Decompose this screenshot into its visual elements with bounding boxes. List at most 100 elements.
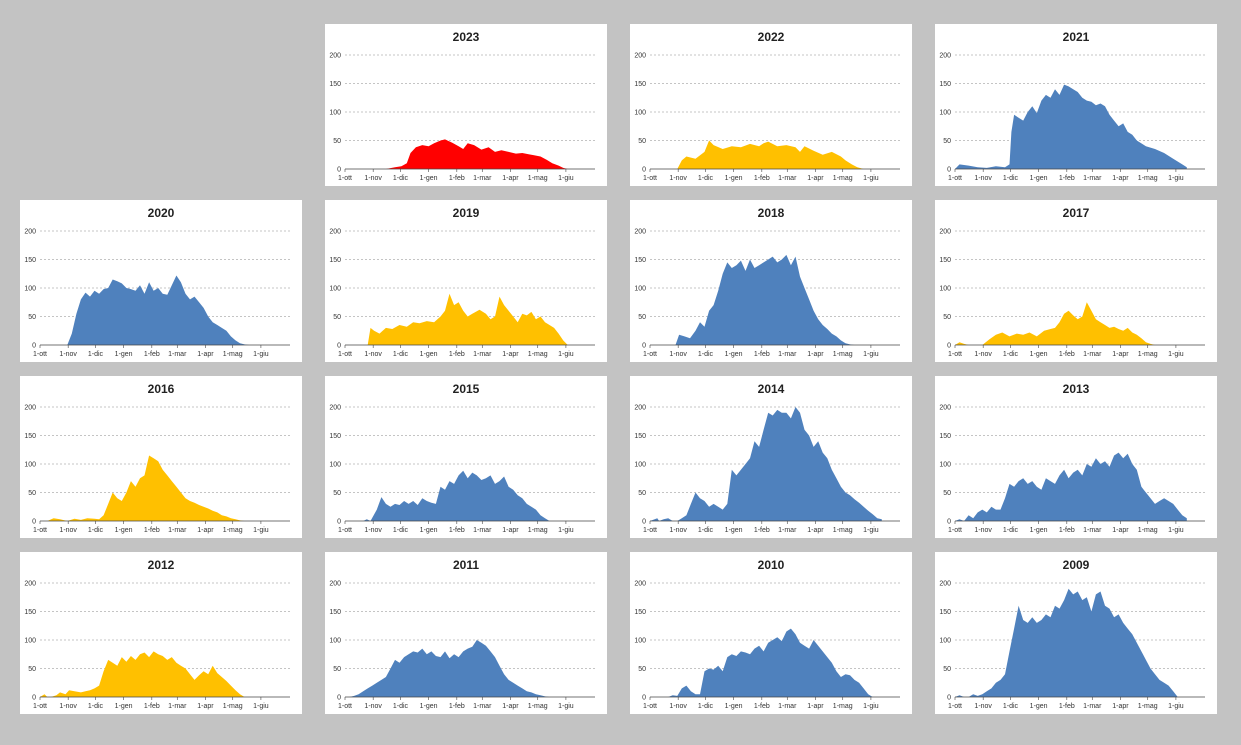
x-tick-label: 1-dic — [1003, 703, 1019, 710]
chart-2014: 2014 0 50 100 150 200 1-ott 1-nov 1-dic 1-gen 1-fe… — [634, 382, 900, 534]
x-tick-label: 1-dic — [393, 175, 409, 182]
x-tick-label: 1-mar — [778, 175, 797, 182]
x-tick-label: 1-ott — [948, 703, 962, 710]
chart-title: 2017 — [1063, 206, 1090, 220]
x-tick-label: 1-nov — [974, 703, 992, 710]
x-tick-label: 1-feb — [1059, 527, 1075, 534]
y-tick-label: 150 — [939, 81, 951, 88]
x-tick-label: 1-feb — [754, 351, 770, 358]
chart-2010: 2010 0 50 100 150 200 1-ott 1-nov 1-dic 1-gen 1-fe… — [634, 558, 900, 710]
x-tick-label: 1-mag — [833, 527, 853, 534]
y-tick-label: 100 — [634, 110, 646, 117]
chart-2013: 2013 0 50 100 150 200 1-ott 1-nov 1-dic 1-gen 1-fe… — [939, 382, 1205, 534]
x-tick-label: 1-gen — [115, 527, 133, 534]
x-tick-label: 1-ott — [338, 351, 352, 358]
area-series-2013 — [955, 452, 1187, 521]
x-tick-label: 1-apr — [1112, 527, 1129, 534]
chart-2015: 2015 0 50 100 150 200 1-ott 1-nov 1-dic 1-gen 1-fe… — [329, 382, 595, 534]
area-series-2018 — [675, 254, 860, 345]
x-tick-label: 1-gen — [725, 175, 743, 182]
x-tick-label: 1-ott — [643, 703, 657, 710]
x-tick-label: 1-gen — [725, 527, 743, 534]
x-tick-label: 1-dic — [1003, 351, 1019, 358]
chart-2020: 2020 0 50 100 150 200 1-ott 1-nov 1-dic 1-gen 1-fe… — [24, 206, 290, 358]
y-tick-label: 0 — [642, 519, 646, 526]
x-tick-label: 1-dic — [393, 527, 409, 534]
x-tick-label: 1-dic — [1003, 175, 1019, 182]
x-tick-label: 1-mag — [1138, 703, 1158, 710]
y-tick-label: 100 — [24, 286, 36, 293]
y-tick-label: 100 — [939, 462, 951, 469]
chart-2009: 2009 0 50 100 150 200 1-ott 1-nov 1-dic 1-gen 1-fe… — [939, 558, 1205, 710]
y-tick-label: 50 — [333, 138, 341, 145]
x-tick-label: 1-ott — [948, 351, 962, 358]
x-tick-label: 1-mar — [473, 351, 492, 358]
x-tick-label: 1-mag — [223, 703, 243, 710]
x-tick-label: 1-mar — [473, 527, 492, 534]
y-tick-label: 50 — [943, 490, 951, 497]
chart-title: 2018 — [758, 206, 785, 220]
x-tick-label: 1-feb — [144, 351, 160, 358]
y-tick-label: 200 — [634, 53, 646, 60]
x-tick-label: 1-mar — [1083, 351, 1102, 358]
y-tick-label: 150 — [634, 257, 646, 264]
panel-2009: 2009 0 50 100 150 200 1-ott 1-nov 1-dic 1-gen 1-fe… — [935, 552, 1217, 714]
x-tick-label: 1-apr — [502, 703, 519, 710]
chart-title: 2009 — [1063, 558, 1090, 572]
x-tick-label: 1-ott — [33, 351, 47, 358]
x-tick-label: 1-mar — [778, 527, 797, 534]
chart-title: 2019 — [453, 206, 480, 220]
x-tick-label: 1-nov — [59, 527, 77, 534]
area-series-2023 — [385, 139, 568, 169]
y-tick-label: 50 — [28, 314, 36, 321]
y-tick-label: 100 — [329, 286, 341, 293]
y-tick-label: 200 — [24, 581, 36, 588]
panel-2012: 2012 0 50 100 150 200 1-ott 1-nov 1-dic 1-gen 1-fe… — [20, 552, 302, 714]
y-tick-label: 50 — [943, 138, 951, 145]
panel-2017: 2017 0 50 100 150 200 1-ott 1-nov 1-dic 1-gen 1-fe… — [935, 200, 1217, 362]
x-tick-label: 1-ott — [338, 703, 352, 710]
chart-title: 2023 — [453, 30, 480, 44]
y-tick-label: 50 — [638, 138, 646, 145]
y-tick-label: 50 — [638, 314, 646, 321]
y-tick-label: 0 — [337, 343, 341, 350]
x-tick-label: 1-mar — [1083, 527, 1102, 534]
x-tick-label: 1-feb — [449, 703, 465, 710]
x-tick-label: 1-feb — [754, 527, 770, 534]
y-tick-label: 200 — [634, 581, 646, 588]
x-tick-label: 1-apr — [1112, 703, 1129, 710]
x-tick-label: 1-gen — [420, 703, 438, 710]
x-tick-label: 1-nov — [974, 175, 992, 182]
x-tick-label: 1-apr — [197, 527, 214, 534]
x-tick-label: 1-feb — [449, 175, 465, 182]
x-tick-label: 1-mar — [168, 703, 187, 710]
y-tick-label: 50 — [943, 314, 951, 321]
x-tick-label: 1-nov — [669, 351, 687, 358]
x-tick-label: 1-dic — [698, 527, 714, 534]
x-tick-label: 1-giu — [863, 527, 879, 534]
x-tick-label: 1-ott — [643, 527, 657, 534]
x-tick-label: 1-feb — [144, 527, 160, 534]
x-tick-label: 1-mar — [473, 703, 492, 710]
x-tick-label: 1-giu — [253, 703, 269, 710]
x-tick-label: 1-ott — [338, 527, 352, 534]
panel-2023: 2023 0 50 100 150 200 1-ott 1-nov 1-dic 1-gen 1-fe… — [325, 24, 607, 186]
x-tick-label: 1-ott — [643, 175, 657, 182]
x-tick-label: 1-mar — [778, 351, 797, 358]
y-tick-label: 0 — [32, 695, 36, 702]
x-tick-label: 1-apr — [807, 175, 824, 182]
panel-2018: 2018 0 50 100 150 200 1-ott 1-nov 1-dic 1-gen 1-fe… — [630, 200, 912, 362]
x-tick-label: 1-giu — [1168, 351, 1184, 358]
x-tick-label: 1-gen — [1030, 703, 1048, 710]
x-tick-label: 1-giu — [253, 527, 269, 534]
area-series-2017 — [955, 302, 1155, 345]
y-tick-label: 150 — [24, 609, 36, 616]
chart-title: 2014 — [758, 382, 785, 396]
chart-title: 2012 — [148, 558, 175, 572]
x-tick-label: 1-giu — [1168, 703, 1184, 710]
x-tick-label: 1-gen — [420, 175, 438, 182]
panel-2010: 2010 0 50 100 150 200 1-ott 1-nov 1-dic 1-gen 1-fe… — [630, 552, 912, 714]
x-tick-label: 1-mag — [223, 351, 243, 358]
area-series-2014 — [650, 407, 882, 521]
x-tick-label: 1-mag — [528, 351, 548, 358]
